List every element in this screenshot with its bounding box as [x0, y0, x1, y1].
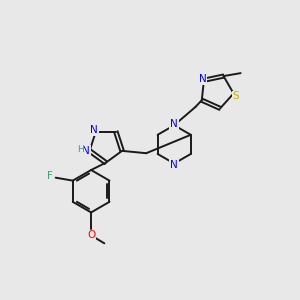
Text: N: N — [170, 160, 178, 170]
Text: S: S — [232, 92, 239, 101]
Text: O: O — [87, 230, 95, 240]
Text: F: F — [47, 171, 53, 181]
Text: N: N — [199, 74, 206, 84]
Text: H: H — [77, 145, 83, 154]
Text: N: N — [170, 119, 178, 129]
Text: N: N — [82, 146, 90, 156]
Text: N: N — [90, 125, 98, 135]
